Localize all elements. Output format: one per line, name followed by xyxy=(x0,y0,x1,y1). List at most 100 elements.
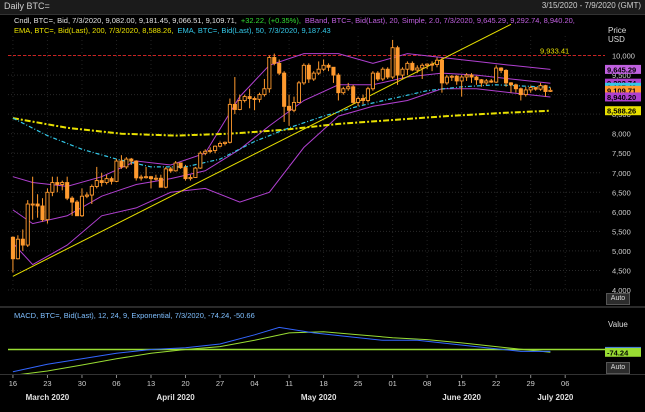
candle-body xyxy=(360,98,366,101)
candle xyxy=(119,155,124,169)
date-tick-label: 01 xyxy=(388,379,396,388)
macd-auto-button[interactable]: Auto xyxy=(606,362,630,374)
date-tick-label: 23 xyxy=(43,379,51,388)
macd-line xyxy=(12,326,551,373)
candle-body xyxy=(420,64,425,69)
candle xyxy=(494,65,499,83)
candle-body xyxy=(306,64,311,80)
candle-body xyxy=(163,168,168,188)
macd-panel[interactable]: -50.66-74.24 xyxy=(0,0,645,374)
candle xyxy=(499,67,504,74)
candle xyxy=(84,192,89,199)
candle-body xyxy=(400,68,405,76)
candle xyxy=(474,75,479,85)
price-tick-label: 7,500 xyxy=(612,149,631,158)
candle xyxy=(193,166,198,178)
candle-body xyxy=(158,177,163,188)
date-tick-label: 06 xyxy=(112,379,120,388)
candle-body xyxy=(272,57,277,64)
date-tick-label: 11 xyxy=(285,379,293,388)
candle xyxy=(45,188,50,224)
price-tick-label: 9,500 xyxy=(612,71,631,80)
candle xyxy=(227,98,232,144)
candle-body xyxy=(148,176,154,180)
candle xyxy=(30,176,35,220)
candle-body xyxy=(365,88,371,101)
candle-body xyxy=(513,84,518,90)
candle xyxy=(40,198,45,222)
candle xyxy=(316,61,321,76)
macd-signal-line xyxy=(19,331,551,374)
candle-body xyxy=(336,74,341,94)
candle xyxy=(380,67,385,81)
candle xyxy=(153,174,158,181)
candle-body xyxy=(65,182,70,199)
candle-body xyxy=(232,103,237,110)
ema50-legend: EMA, BTC=, Bid(Last), 50, 7/3/2020, 9,18… xyxy=(177,26,331,35)
candle-body xyxy=(543,85,548,92)
price-auto-button[interactable]: Auto xyxy=(606,293,630,305)
candle-body xyxy=(89,185,94,196)
candle xyxy=(400,67,405,79)
candle-body xyxy=(10,236,15,260)
candle-body xyxy=(257,94,262,100)
candle xyxy=(469,73,474,83)
value-tag: 9,109.71 xyxy=(605,85,641,95)
candle-body xyxy=(139,176,144,179)
macd-legend: MACD, BTC=, Bid(Last), 12, 24, 9, Expone… xyxy=(14,311,259,320)
candle xyxy=(291,96,297,113)
candle-body xyxy=(503,69,509,84)
candle xyxy=(65,176,70,201)
value-tag-box xyxy=(605,92,641,102)
candle xyxy=(336,73,341,101)
value-tag-label: 8,588.26 xyxy=(607,107,636,116)
candle xyxy=(272,53,277,66)
date-tick-label: 20 xyxy=(181,379,189,388)
candle xyxy=(20,229,25,251)
candle xyxy=(25,200,30,248)
candle xyxy=(262,78,267,97)
date-tick-label: 04 xyxy=(250,379,258,388)
candle-body xyxy=(523,89,528,96)
candle xyxy=(503,69,509,87)
candle-body xyxy=(60,182,65,185)
candle-body xyxy=(528,87,533,91)
candle xyxy=(454,75,459,85)
date-tick-label: 15 xyxy=(457,379,465,388)
candle-body xyxy=(484,80,489,84)
candle-body xyxy=(144,176,149,179)
candle-body xyxy=(267,57,272,90)
candle xyxy=(395,45,400,85)
candle-body xyxy=(20,238,25,246)
candle xyxy=(341,86,346,95)
date-tick-label: 30 xyxy=(78,379,86,388)
month-label: May 2020 xyxy=(301,393,337,402)
candle xyxy=(430,61,435,72)
price-tick-label: 5,500 xyxy=(612,227,631,236)
candle xyxy=(232,77,237,115)
price-tick-label: 6,500 xyxy=(612,188,631,197)
change-legend: +32.22, (+0.35%), xyxy=(240,16,301,25)
bband-mid-line xyxy=(12,72,551,225)
price-axis-caption: Price USD xyxy=(608,26,626,44)
date-tick-label: 29 xyxy=(527,379,535,388)
candle xyxy=(168,166,173,173)
candle xyxy=(459,75,464,97)
candle-body xyxy=(35,203,40,207)
date-axis: 16 23 30 06 13 20 27 04 11 18 25 01 08 15 22 29 06 March … xyxy=(0,374,645,407)
candle-body xyxy=(168,168,173,172)
candle xyxy=(301,63,306,85)
candle-body xyxy=(425,63,430,66)
candle xyxy=(375,71,380,81)
candle xyxy=(104,174,109,185)
candle xyxy=(518,87,523,101)
candle-body xyxy=(30,203,35,206)
date-tick-label: 18 xyxy=(319,379,327,388)
date-tick-label: 27 xyxy=(216,379,224,388)
candle xyxy=(306,63,311,83)
candle-body xyxy=(45,191,50,221)
candle-body xyxy=(282,72,287,107)
price-panel[interactable]: 4,000 4,500 5,000 5,500 6,000 6,500 7,000 7,500… xyxy=(0,0,645,305)
candle xyxy=(326,63,331,72)
candle-body xyxy=(489,80,494,83)
